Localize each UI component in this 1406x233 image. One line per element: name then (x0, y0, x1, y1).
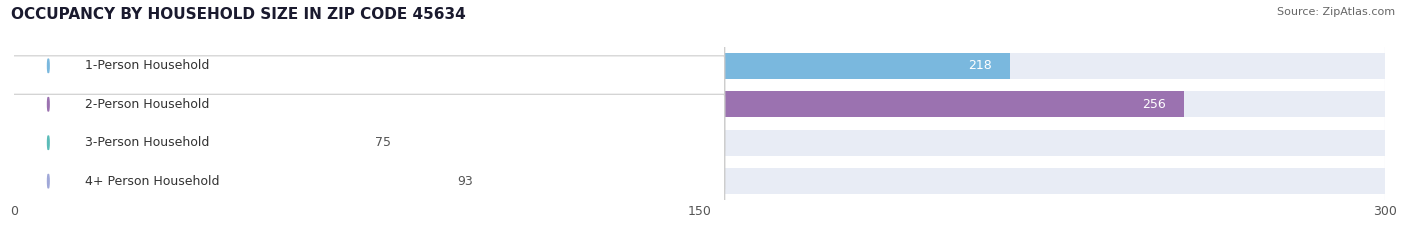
Bar (14, 53, 1010, 79)
FancyBboxPatch shape (11, 17, 724, 191)
Text: 2-Person Household: 2-Person Household (84, 98, 209, 111)
Text: Source: ZipAtlas.com: Source: ZipAtlas.com (1277, 7, 1395, 17)
Text: 75: 75 (375, 136, 391, 149)
Bar (14, 168, 1385, 194)
Bar (14, 168, 439, 194)
Circle shape (48, 136, 49, 150)
Circle shape (48, 59, 49, 73)
Bar (14, 130, 357, 156)
Bar (14, 91, 1184, 117)
Circle shape (48, 174, 49, 188)
Text: 256: 256 (1142, 98, 1166, 111)
Bar (14, 91, 1385, 117)
Bar (14, 130, 1385, 156)
FancyBboxPatch shape (11, 56, 724, 230)
FancyBboxPatch shape (11, 94, 724, 233)
Text: 4+ Person Household: 4+ Person Household (84, 175, 219, 188)
Text: 218: 218 (969, 59, 993, 72)
Text: 3-Person Household: 3-Person Household (84, 136, 209, 149)
Text: 1-Person Household: 1-Person Household (84, 59, 209, 72)
FancyBboxPatch shape (11, 0, 724, 153)
Circle shape (48, 97, 49, 111)
Text: 93: 93 (457, 175, 472, 188)
Text: OCCUPANCY BY HOUSEHOLD SIZE IN ZIP CODE 45634: OCCUPANCY BY HOUSEHOLD SIZE IN ZIP CODE … (11, 7, 465, 22)
Bar (14, 53, 1385, 79)
